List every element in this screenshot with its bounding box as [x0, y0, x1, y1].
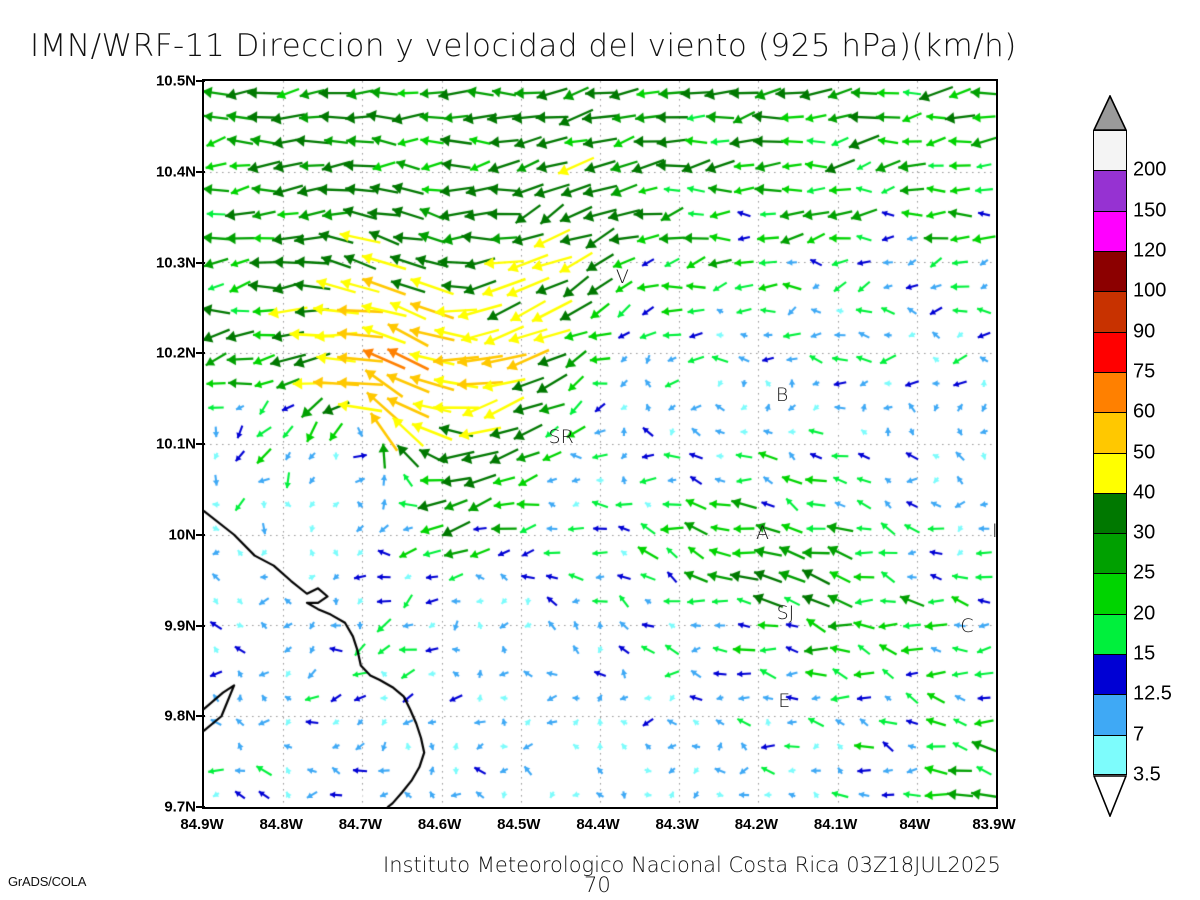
colorbar-swatch: [1093, 654, 1127, 695]
y-axis-tick-label: 10.5N: [155, 72, 196, 90]
colorbar-tick-label: 20: [1133, 602, 1156, 625]
colorbar-tick-label: 3.5: [1133, 763, 1161, 786]
map-city-label: A: [756, 521, 770, 544]
colorbar-tick-label: 15: [1133, 642, 1156, 665]
y-axis-tick-label: 10.2N: [155, 344, 196, 362]
y-axis-tick-label: 10.1N: [155, 435, 196, 453]
x-axis-tick-label: 84.6W: [417, 816, 462, 833]
x-axis-tick-label: 84.1W: [813, 816, 858, 833]
colorbar-tick-label: 12.5: [1133, 682, 1172, 705]
colorbar-tick-label: 75: [1133, 360, 1156, 383]
colorbar-swatch: [1093, 613, 1127, 655]
map-city-label: E: [778, 689, 791, 712]
colorbar-swatch: [1093, 533, 1127, 574]
colorbar-tick-label: 60: [1133, 400, 1156, 423]
x-axis-tick-label: 84.3W: [655, 816, 699, 833]
colorbar-swatch: [1093, 734, 1127, 775]
y-axis-tick: [196, 533, 205, 536]
x-axis-tick-label: 84.2W: [734, 816, 779, 833]
x-axis-tick-label: 83.9W: [972, 816, 1016, 833]
y-axis-tick: [196, 352, 205, 355]
map-city-label: SJ: [776, 601, 795, 624]
y-axis-tick-label: 10N: [168, 526, 196, 544]
y-axis-tick-label: 9.8N: [164, 707, 196, 725]
colorbar-swatch: [1093, 694, 1127, 735]
y-axis-tick: [196, 443, 205, 445]
colorbar-swatch: [1093, 170, 1127, 211]
y-axis-tick: [196, 170, 205, 173]
colorbar-tick-label: 200: [1133, 158, 1167, 181]
footer-page-number: 70: [584, 873, 611, 897]
wind-vector-plot: V B SR A I SJ C E: [202, 79, 998, 809]
colorbar-swatch: [1093, 250, 1127, 292]
colorbar-tick-label: 7: [1133, 723, 1145, 746]
y-axis-tick-label: 10.3N: [155, 254, 196, 271]
footer-software: GrADS/COLA: [8, 874, 87, 889]
x-axis-tick-label: 84.9W: [180, 816, 224, 833]
colorbar-swatch: [1093, 331, 1127, 372]
colorbar-swatch: [1093, 291, 1127, 332]
colorbar-under-range-arrow: [1092, 775, 1128, 819]
y-axis-tick: [196, 806, 205, 808]
map-city-label: C: [960, 615, 974, 638]
colorbar-tick-label: 30: [1133, 521, 1156, 544]
colorbar-swatch: [1093, 492, 1127, 534]
y-axis-tick: [196, 624, 205, 627]
x-axis-tick-label: 84.7W: [338, 816, 383, 833]
x-axis-tick-label: 84.8W: [259, 816, 303, 833]
y-axis-tick-label: 9.7N: [164, 798, 196, 816]
colorbar-tick-label: 120: [1133, 239, 1167, 262]
colorbar-swatch: [1093, 371, 1127, 413]
y-axis-tick-label: 10.4N: [155, 163, 196, 181]
y-axis-tick-label: 9.9N: [164, 617, 196, 634]
colorbar-swatch: [1093, 210, 1127, 251]
x-axis-labels: 84.9W 84.8W 84.7W 84.6W 84.5W 84.4W 84.3W 84.2W…: [152, 816, 1052, 842]
y-axis-tick: [196, 80, 205, 82]
colorbar-tick-label: 40: [1133, 481, 1156, 504]
map-city-label: SR: [548, 426, 574, 449]
map-city-label: I: [992, 519, 998, 542]
x-axis-tick-label: 84.5W: [497, 816, 541, 833]
colorbar-swatch: [1093, 573, 1127, 614]
map-city-label: B: [775, 383, 789, 406]
colorbar-tick-label: 100: [1133, 279, 1167, 302]
colorbar-legend: 3.5 7 12.5 15 20 25 30 40 50 60 75 90 100 120 150 200: [1092, 90, 1200, 825]
y-axis-labels: 10.5N 10.4N 10.3N 10.2N 10.1N 10N 9.9N 9.8N 9.7N: [120, 73, 205, 816]
colorbar-tick-label: 90: [1133, 320, 1156, 343]
colorbar-swatch: [1093, 412, 1127, 453]
coastline-layer: [204, 81, 996, 807]
map-city-label: V: [615, 265, 629, 288]
colorbar-tick-label: 50: [1133, 441, 1156, 463]
page-title: IMN/WRF-11 Direccion y velocidad del vie…: [30, 28, 1017, 64]
x-axis-tick-label: 84W: [899, 816, 931, 833]
colorbar-swatch: [1093, 452, 1127, 493]
colorbar-swatch: [1093, 130, 1127, 171]
y-axis-tick: [196, 261, 205, 264]
colorbar-over-range-arrow: [1092, 94, 1128, 131]
y-axis-tick: [196, 715, 205, 718]
colorbar-tick-label: 25: [1133, 561, 1156, 584]
x-axis-tick-label: 84.4W: [576, 816, 620, 833]
footer-institution: Instituto Meteorologico Nacional Costa R…: [383, 853, 1001, 877]
colorbar-tick-label: 150: [1133, 199, 1167, 222]
